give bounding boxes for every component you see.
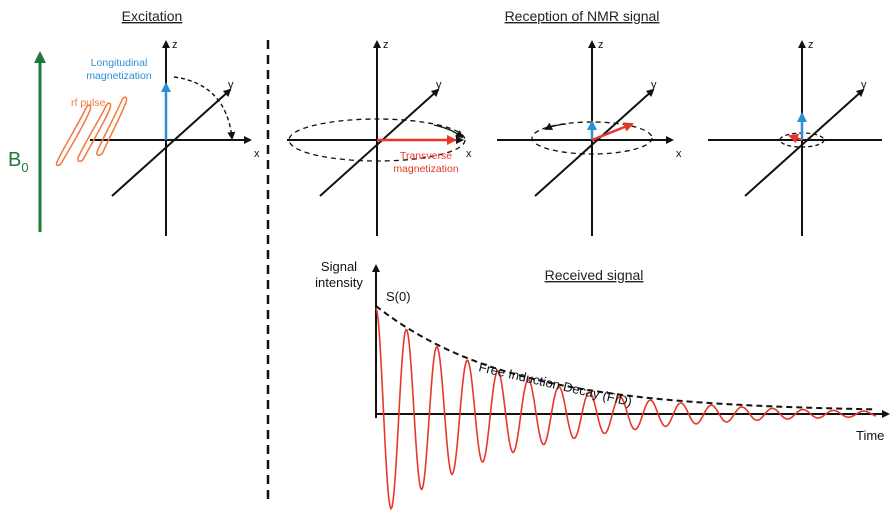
excitation-x-label: x (254, 148, 260, 160)
excitation-y-label: y (228, 79, 234, 91)
reception3-y-axis (744, 88, 865, 197)
excitation-y-axis (111, 88, 232, 197)
b0-label: B0 (8, 149, 29, 175)
transverse-label: Transverse magnetization (393, 150, 459, 175)
heading-received-signal: Received signal (545, 267, 644, 283)
reception1-z-label: z (383, 39, 389, 51)
longitudinal-label-line1: Longitudinal (91, 57, 148, 69)
rf-pulse-label: rf pulse (71, 97, 106, 109)
transverse-arrow-3 (788, 133, 803, 144)
precession-direction-arrow-2 (544, 122, 567, 130)
reception1-x-label: x (466, 148, 472, 160)
reception2-z-label: z (598, 39, 604, 51)
signal-y-label-line1: Signal (321, 259, 357, 274)
b0-label-main: B (8, 149, 21, 171)
reception3-y-label: y (861, 79, 867, 91)
transverse-label-line1: Transverse (400, 150, 452, 162)
reception1-y-label: y (436, 79, 442, 91)
reception2-y-label: y (651, 79, 657, 91)
fid-envelope-label: Free Induction Decay (FID) (477, 359, 633, 409)
fid-signal-curve (375, 307, 877, 511)
longitudinal-label: Longitudinal magnetization (86, 57, 152, 82)
excitation-z-label: z (172, 39, 178, 51)
signal-y-label-line2: intensity (315, 275, 363, 290)
precession-direction-arrow-1 (433, 124, 464, 139)
reception2-x-label: x (676, 148, 682, 160)
reception-axes-1: x y z (287, 39, 472, 236)
heading-reception: Reception of NMR signal (505, 8, 660, 24)
transverse-label-line2: magnetization (393, 163, 459, 175)
transverse-arrow-2 (591, 122, 634, 142)
reception-axes-2: x y z (497, 39, 682, 236)
s0-label: S(0) (386, 289, 411, 304)
signal-time-label: Time (856, 428, 884, 443)
reception3-z-label: z (808, 39, 814, 51)
signal-y-label: Signal intensity (315, 259, 363, 290)
b0-label-subscript: 0 (21, 160, 28, 175)
precession-orbit-1 (288, 118, 466, 162)
reception1-y-axis (319, 88, 440, 197)
longitudinal-label-line2: magnetization (86, 70, 152, 82)
precession-orbit-2 (531, 121, 653, 155)
heading-excitation: Excitation (122, 8, 183, 24)
rf-pulse-waveform (55, 96, 128, 167)
flip-rotation-arrow (173, 76, 236, 140)
reception2-y-axis (534, 88, 655, 197)
